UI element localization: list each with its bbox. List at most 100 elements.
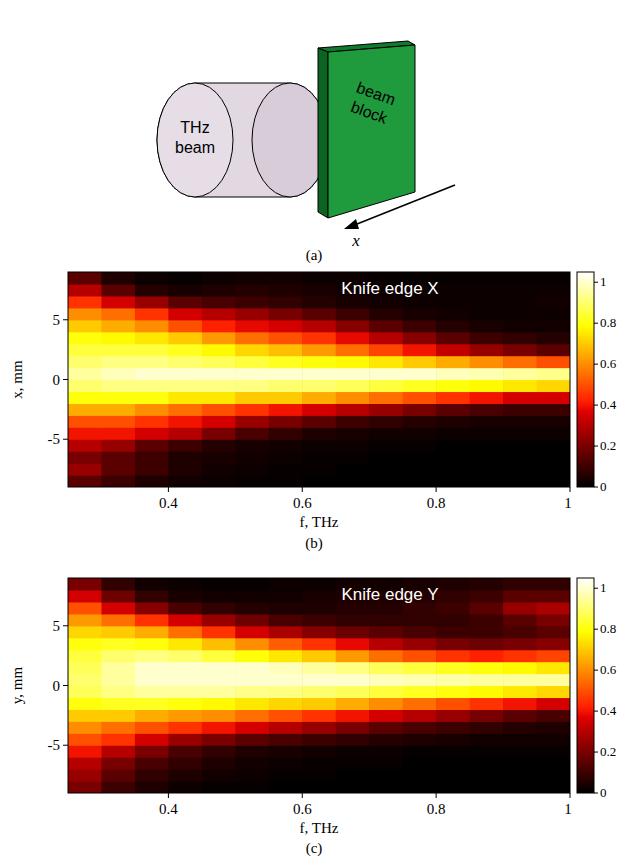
heatmap-cell	[235, 296, 269, 309]
heatmap-cell	[403, 769, 437, 782]
heatmap-cell	[135, 403, 169, 416]
heatmap-cell	[101, 284, 135, 297]
heatmap-cell	[235, 368, 269, 381]
heatmap-cell	[470, 578, 504, 591]
heatmap-cell	[135, 451, 169, 464]
heatmap-cell	[101, 308, 135, 321]
heatmap-cell	[503, 674, 537, 687]
heatmap-cell	[436, 368, 470, 381]
y-tick	[63, 379, 68, 380]
heatmap-cell	[470, 757, 504, 770]
heatmap-cell	[269, 463, 303, 476]
heatmap-cell	[336, 638, 370, 651]
heatmap-cell	[101, 650, 135, 663]
plot-frame	[68, 578, 570, 793]
heatmap-cell	[235, 427, 269, 440]
heatmap-cell	[369, 614, 403, 627]
colorbar-tick-label: 0.6	[600, 662, 617, 677]
heatmap-cell	[336, 769, 370, 782]
heatmap-cell	[269, 332, 303, 345]
heatmap-cell	[336, 308, 370, 321]
heatmap-cell	[135, 344, 169, 357]
heatmap-cell	[202, 368, 236, 381]
heatmap-cell	[168, 439, 202, 452]
block-front	[328, 45, 415, 218]
heatmap-panel: Knife edge X0.40.60.81-505f, THzx, mm(b)…	[9, 272, 617, 552]
heatmap-cell	[235, 308, 269, 321]
heatmap-cell	[403, 733, 437, 746]
heatmap-cell	[135, 614, 169, 627]
heatmap-cell	[235, 602, 269, 615]
heatmap-cell	[168, 602, 202, 615]
heatmap-cell	[302, 368, 336, 381]
heatmap-cell	[202, 308, 236, 321]
plot-background	[68, 578, 570, 793]
y-tick-label: -5	[48, 737, 61, 753]
heatmap-cell	[135, 296, 169, 309]
heatmap-cell	[202, 674, 236, 687]
heatmap-cell	[269, 403, 303, 416]
heatmap-cell	[68, 272, 102, 285]
heatmap-cell	[537, 769, 570, 782]
heatmap-cell	[269, 272, 303, 285]
caption: (c)	[306, 840, 323, 857]
heatmap-cell	[68, 296, 102, 309]
heatmap-cell	[403, 674, 437, 687]
heatmap-cell	[336, 614, 370, 627]
heatmap-cell	[202, 781, 236, 793]
heatmap-cell	[269, 320, 303, 333]
heatmap-cell	[135, 721, 169, 734]
heatmap-cell	[403, 662, 437, 675]
heatmap-cell	[302, 439, 336, 452]
heatmap-cell	[503, 308, 537, 321]
heatmap-cell	[403, 626, 437, 639]
heatmap-cell	[503, 380, 537, 393]
x-tick	[570, 793, 571, 798]
x-axis-title: f, THz	[300, 820, 339, 836]
heatmap-cell	[436, 733, 470, 746]
x-tick	[302, 793, 303, 798]
heatmap-cell	[202, 439, 236, 452]
heatmap-cell	[436, 463, 470, 476]
heatmap-cell	[537, 674, 570, 687]
heatmap-cell	[101, 709, 135, 722]
heatmap-cell	[68, 638, 102, 651]
y-tick	[63, 745, 68, 746]
heatmap-cell	[336, 757, 370, 770]
colorbar-tick-label: 0.2	[600, 744, 616, 759]
heatmap-cell	[503, 415, 537, 428]
heatmap-cell	[302, 650, 336, 663]
heatmap-cell	[537, 709, 570, 722]
heatmap-cell	[135, 272, 169, 285]
heatmap-cell	[436, 745, 470, 758]
colorbar-tick	[594, 487, 598, 488]
heatmap-cell	[302, 296, 336, 309]
heatmap-cell	[503, 451, 537, 464]
heatmap-cell	[168, 320, 202, 333]
heatmap-cell	[369, 320, 403, 333]
heatmap-cell	[68, 733, 102, 746]
caption: (b)	[305, 535, 323, 552]
heatmap-cell	[470, 662, 504, 675]
y-tick	[63, 439, 68, 440]
y-tick-label: 0	[53, 372, 61, 388]
colorbar-tick	[594, 670, 598, 671]
heatmap-cell	[436, 590, 470, 603]
block-label: beamblock	[347, 79, 397, 127]
heatmap-cell	[68, 391, 102, 404]
panel-title: Knife edge Y	[341, 585, 438, 604]
colorbar-tick	[594, 364, 598, 365]
heatmap-cell	[470, 356, 504, 369]
heatmap-cell	[302, 745, 336, 758]
colorbar-tick	[594, 752, 598, 753]
heatmap-cell	[369, 463, 403, 476]
heatmap-cell	[135, 626, 169, 639]
heatmap-cell	[168, 614, 202, 627]
heatmap-cell	[101, 686, 135, 699]
heatmap-cell	[336, 475, 370, 487]
heatmap-cell	[269, 733, 303, 746]
heatmap-cell	[369, 475, 403, 487]
heatmap-cell	[101, 721, 135, 734]
heatmap-cell	[503, 403, 537, 416]
x-tick	[570, 487, 571, 492]
